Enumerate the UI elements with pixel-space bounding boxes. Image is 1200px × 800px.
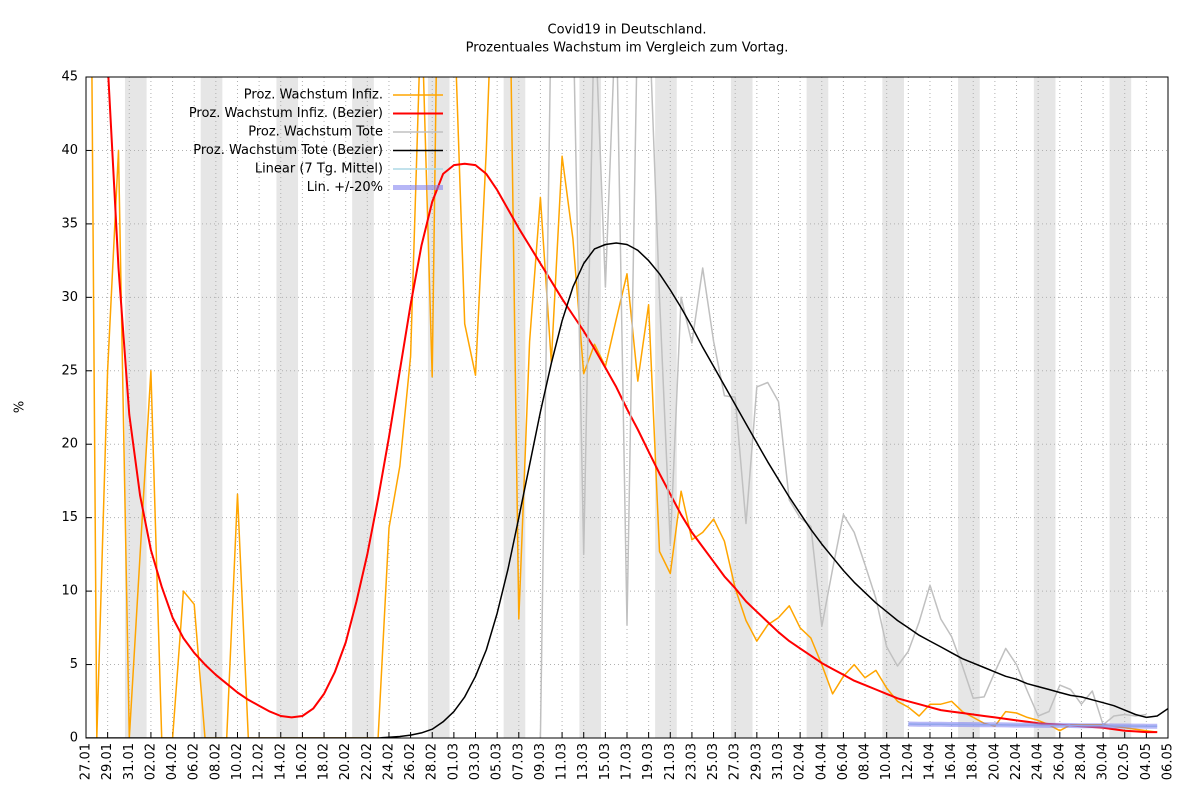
chart-subtitle: Prozentuales Wachstum im Vergleich zum V… — [466, 41, 789, 56]
x-tick-label: 10.02 — [230, 743, 245, 780]
legend-label: Proz. Wachstum Tote (Bezier) — [193, 143, 383, 158]
x-tick-label: 09.03 — [533, 743, 548, 780]
x-tick-label: 19.03 — [641, 743, 656, 780]
x-tick-label: 20.04 — [987, 743, 1002, 780]
x-tick-label: 27.01 — [79, 743, 94, 780]
y-tick-label: 25 — [61, 363, 78, 378]
x-tick-label: 06.02 — [187, 743, 202, 780]
y-axis-label: % — [13, 401, 28, 413]
weekend-stripe — [124, 77, 147, 738]
legend: Proz. Wachstum Infiz. Proz. Wachstum Infi… — [189, 88, 443, 195]
x-tick-label: 27.03 — [728, 743, 743, 780]
legend-label: Proz. Wachstum Infiz. (Bezier) — [189, 106, 383, 121]
x-tick-label: 02.05 — [1117, 743, 1132, 780]
x-tick-label: 07.03 — [511, 743, 526, 780]
x-tick-label: 26.04 — [1052, 743, 1067, 780]
y-tick-label: 15 — [61, 510, 78, 525]
x-tick-label: 28.02 — [425, 743, 440, 780]
weekend-stripe — [503, 77, 526, 738]
y-tick-label: 40 — [61, 143, 78, 158]
weekend-stripe — [958, 77, 980, 738]
x-tick-label: 12.02 — [252, 743, 267, 780]
x-tick-label: 08.04 — [858, 743, 873, 780]
x-tick-label: 22.04 — [1009, 743, 1024, 780]
legend-label: Lin. +/-20% — [307, 180, 383, 195]
plot-frame — [85, 76, 1169, 739]
background-stripes — [124, 77, 1132, 738]
x-tick-label: 23.03 — [684, 743, 699, 780]
x-tick-label: 04.04 — [814, 743, 829, 780]
x-tick-label: 05.03 — [490, 743, 505, 780]
plot-lines — [86, 77, 1168, 738]
x-tick-label: 14.02 — [273, 743, 288, 780]
x-tick-label: 24.02 — [381, 743, 396, 780]
x-tick-label: 10.04 — [879, 743, 894, 780]
x-tick-label: 16.02 — [295, 743, 310, 780]
x-tick-label: 30.04 — [1096, 743, 1111, 780]
x-tick-label: 11.03 — [555, 743, 570, 780]
weekend-stripe — [882, 77, 904, 738]
x-tick-label: 04.02 — [165, 743, 180, 780]
x-tick-label: 18.04 — [966, 743, 981, 780]
x-tick-label: 15.03 — [598, 743, 613, 780]
series-line — [107, 77, 1158, 734]
x-tick-label: 31.01 — [122, 743, 137, 780]
x-tick-label: 20.02 — [338, 743, 353, 780]
weekend-stripe — [352, 77, 374, 738]
x-tick-label: 16.04 — [944, 743, 959, 780]
x-tick-label: 24.04 — [1031, 743, 1046, 780]
x-tick-label: 25.03 — [706, 743, 721, 780]
weekend-stripe — [579, 77, 602, 738]
x-tick-label: 22.02 — [360, 743, 375, 780]
x-tick-label: 02.04 — [793, 743, 808, 780]
x-tick-label: 31.03 — [771, 743, 786, 780]
x-tick-label: 12.04 — [901, 743, 916, 780]
y-tick-label: 35 — [61, 216, 78, 231]
weekend-stripe — [730, 77, 753, 738]
weekend-stripe — [1109, 77, 1132, 738]
weekend-stripe — [655, 77, 677, 738]
y-tick-label: 10 — [61, 584, 78, 599]
y-tick-label: 45 — [61, 70, 78, 85]
x-tick-label: 17.03 — [620, 743, 635, 780]
x-tick-label: 29.01 — [100, 743, 115, 780]
x-tick-label: 26.02 — [403, 743, 418, 780]
y-tick-label: 20 — [61, 437, 78, 452]
legend-label: Proz. Wachstum Tote — [248, 125, 383, 140]
x-tick-label: 02.02 — [143, 743, 158, 780]
x-tick-label: 28.04 — [1074, 743, 1089, 780]
weekend-stripe — [806, 77, 829, 738]
x-tick-label: 13.03 — [576, 743, 591, 780]
x-tick-label: 21.03 — [663, 743, 678, 780]
series-line — [908, 721, 1158, 729]
x-tick-label: 14.04 — [922, 743, 937, 780]
chart-title: Covid19 in Deutschland. — [548, 23, 707, 38]
weekend-stripe — [1033, 77, 1056, 738]
x-tick-label: 03.03 — [468, 743, 483, 780]
x-tick-label: 06.04 — [836, 743, 851, 780]
legend-label: Linear (7 Tg. Mittel) — [255, 162, 383, 177]
x-tick-label: 29.03 — [749, 743, 764, 780]
x-tick-label: 18.02 — [317, 743, 332, 780]
x-tick-label: 01.03 — [446, 743, 461, 780]
x-tick-label: 04.05 — [1139, 743, 1154, 780]
series-line — [539, 77, 1147, 738]
weekend-stripe — [200, 77, 223, 738]
x-tick-label: 06.05 — [1161, 743, 1176, 780]
x-tick-label: 08.02 — [208, 743, 223, 780]
y-tick-label: 5 — [70, 657, 78, 672]
weekend-stripe — [427, 77, 450, 738]
y-tick-label: 30 — [61, 290, 78, 305]
y-tick-label: 0 — [70, 731, 78, 746]
series-line — [86, 242, 1168, 738]
legend-label: Proz. Wachstum Infiz. — [244, 88, 383, 103]
weekend-stripe — [276, 77, 299, 738]
